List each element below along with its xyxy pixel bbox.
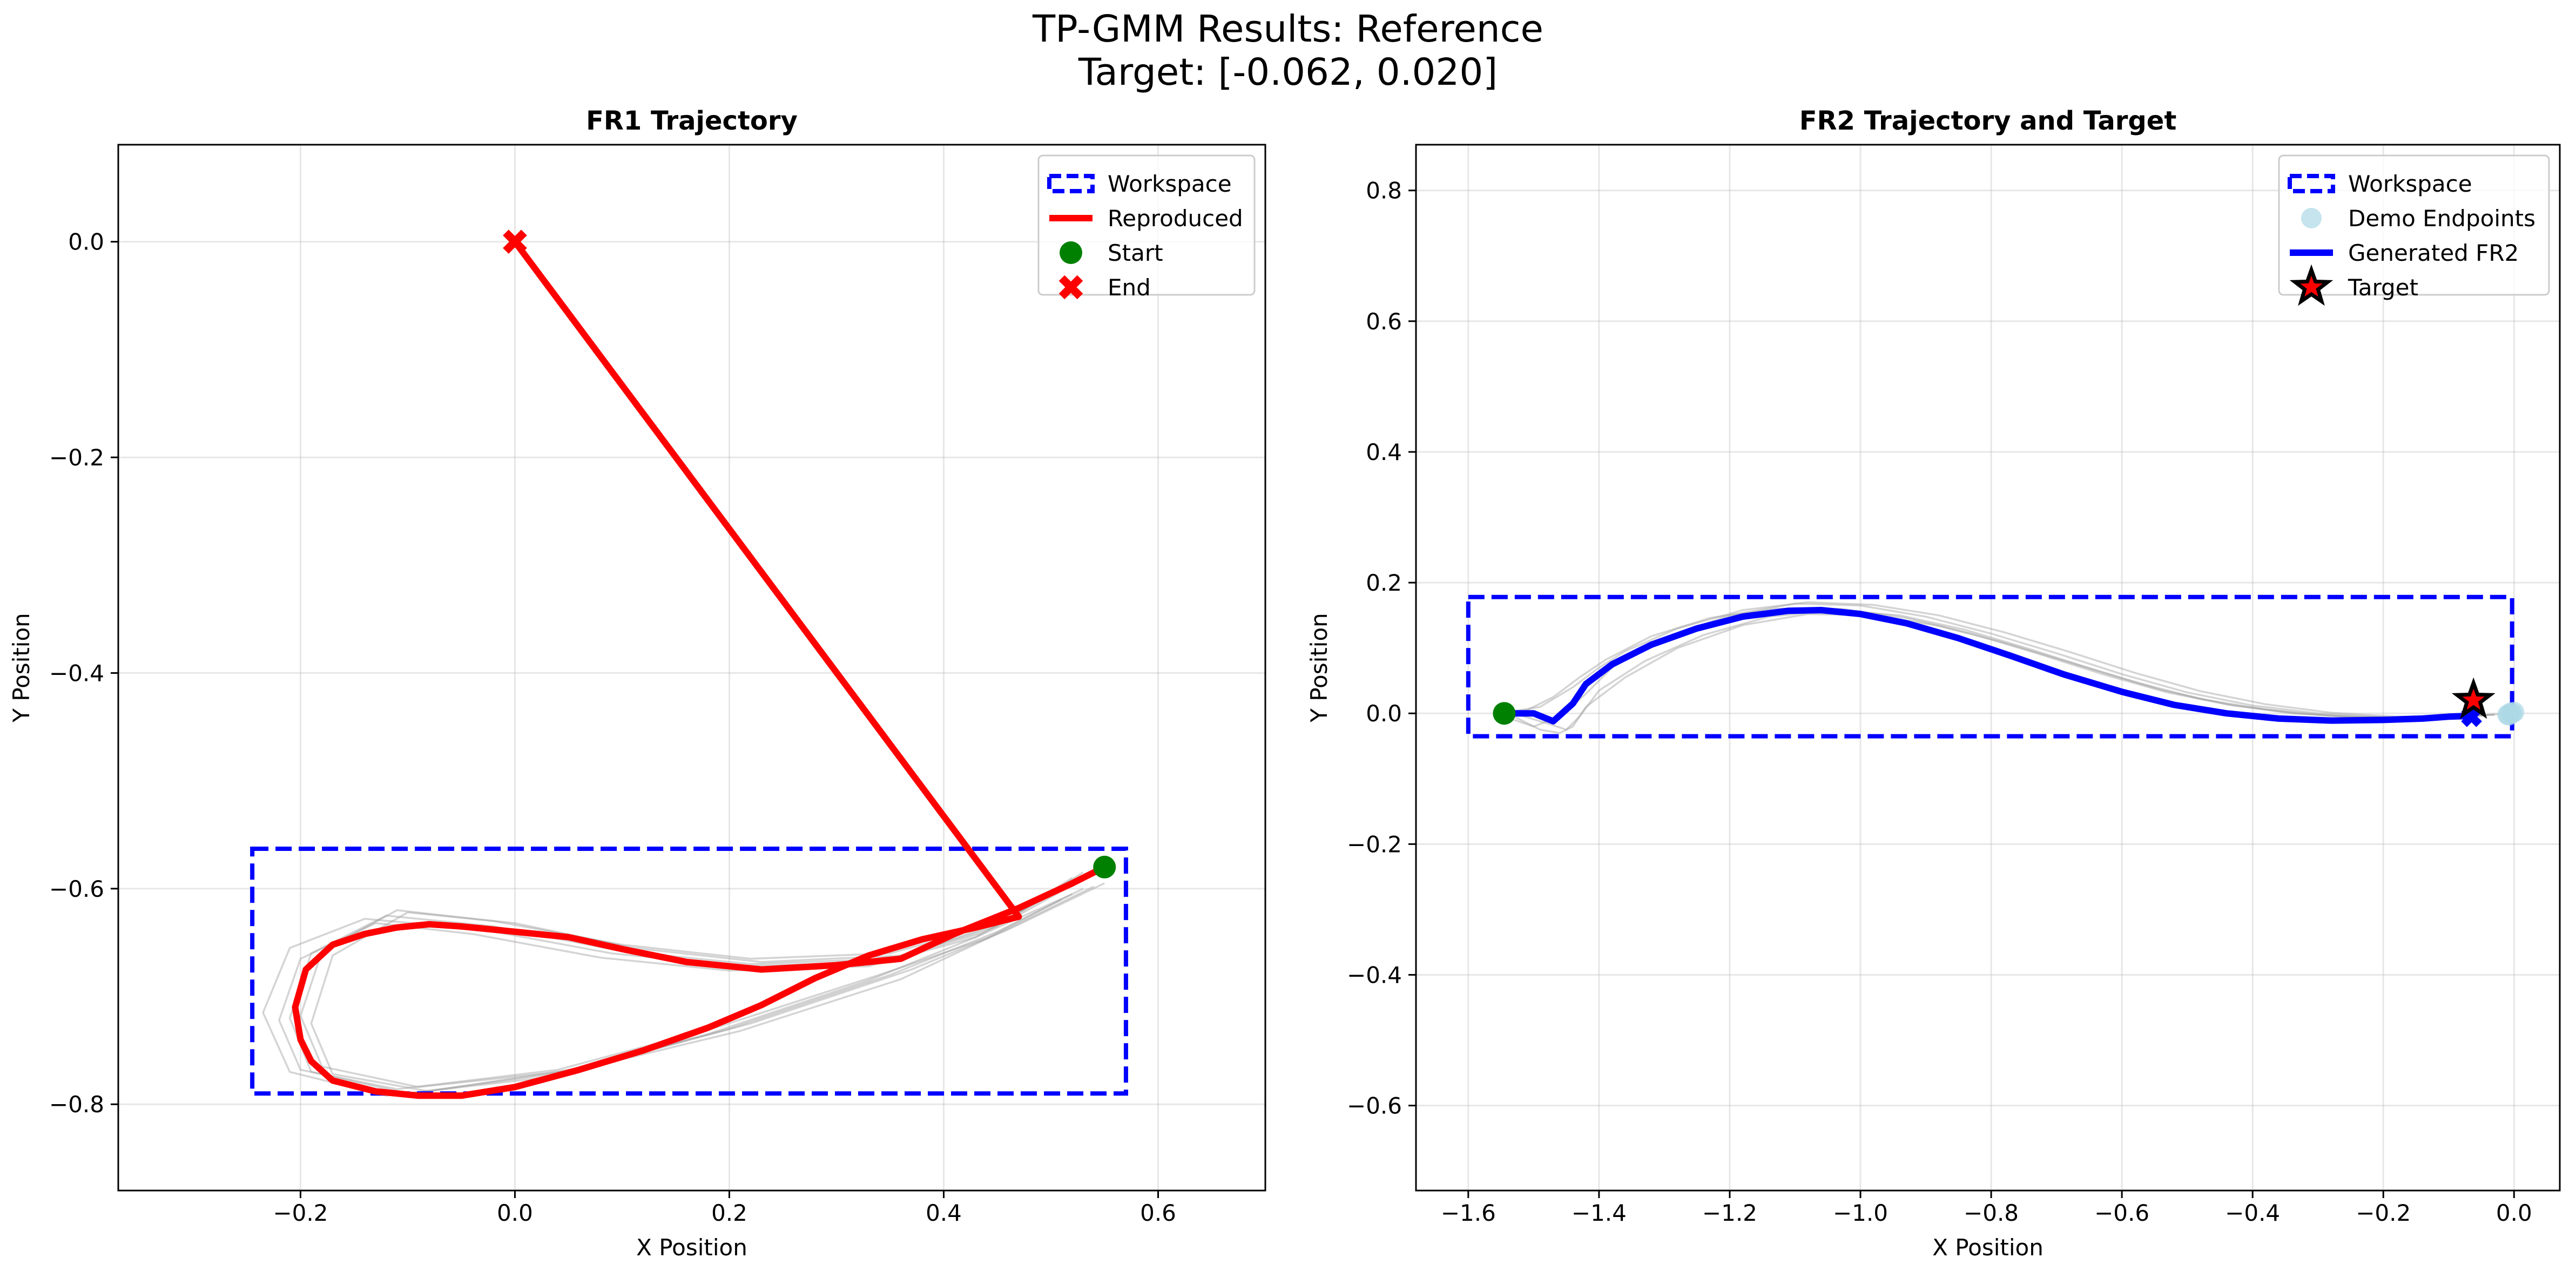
- start-marker: [1493, 702, 1516, 725]
- x-tick-label: −1.0: [1833, 1200, 1888, 1226]
- demo-trajectory: [262, 877, 1073, 1097]
- fr1-axes-title: FR1 Trajectory: [586, 106, 798, 136]
- legend-end-handle: [1058, 275, 1083, 300]
- y-tick-label: 0.0: [1366, 700, 1402, 727]
- x-marker-stroke: [503, 229, 527, 254]
- workspace-rect: [1466, 594, 2514, 739]
- legend-label-workspace: Workspace: [1108, 171, 1232, 197]
- y-tick-label: −0.8: [49, 1091, 104, 1118]
- legend-label-start: Start: [1108, 240, 1163, 266]
- fr2-axes: −1.6 −1.4 −1.2 −1.0 −0.8 −0.6 −0.4 −0.2 0.0 0.8 0.…: [1306, 106, 2561, 1261]
- axes-frame: [1415, 144, 2561, 1192]
- y-tick-label: −0.4: [1347, 962, 1402, 988]
- legend-label-demo-endpoints: Demo Endpoints: [2348, 205, 2535, 232]
- demo-trajectory: [1513, 609, 2488, 731]
- y-tick-label: 0.8: [1366, 178, 1402, 204]
- demo-trajectory: [1501, 601, 2501, 718]
- x-tick-label: −1.2: [1702, 1200, 1757, 1226]
- legend-workspace-handle: [2288, 174, 2335, 193]
- legend-label-reproduced: Reproduced: [1108, 205, 1243, 232]
- start-marker: [1093, 855, 1116, 878]
- y-tick-label: 0.0: [68, 229, 104, 255]
- legend-box: [2278, 154, 2550, 296]
- x-tick-label: 0.0: [2496, 1200, 2532, 1226]
- fr2-y-axis-label: Y Position: [1306, 613, 1332, 723]
- fr2-legend: Workspace Demo Endpoints Generated FR2 Targ…: [2278, 154, 2550, 306]
- demo-trajectory: [1494, 603, 2495, 728]
- x-marker-stroke: [1058, 275, 1083, 300]
- x-tick-label: −1.6: [1441, 1200, 1496, 1226]
- target-marker: [2451, 677, 2496, 719]
- legend-label-end: End: [1108, 274, 1151, 301]
- demo-trajectory: [1494, 607, 2495, 719]
- demo-endpoint-marker: [2497, 704, 2518, 725]
- fr2-x-axis-label: X Position: [1932, 1234, 2044, 1261]
- x-tick-label: 0.4: [926, 1200, 962, 1226]
- y-tick-label: 0.6: [1366, 308, 1402, 335]
- x-tick-label: −0.2: [273, 1200, 328, 1226]
- fr1-x-axis-label: X Position: [636, 1234, 747, 1261]
- legend-demo-endpoints-handle: [2301, 208, 2322, 228]
- legend-label-workspace: Workspace: [2348, 171, 2472, 197]
- fr1-axes: −0.2 0.0 0.2 0.4 0.6 0.0 −0.2 −0.4 −0.6 −0.8 FR1 T…: [8, 106, 1266, 1261]
- legend-workspace-handle: [1047, 174, 1095, 193]
- fr1-y-axis-label: Y Position: [8, 613, 35, 723]
- y-tick-label: −0.4: [49, 660, 104, 686]
- fr1-legend: Workspace Reproduced Start End: [1037, 154, 1256, 301]
- y-tick-label: −0.6: [49, 876, 104, 902]
- workspace-rect: [250, 846, 1128, 1096]
- figure-title-line1: TP-GMM Results: Reference: [1033, 8, 1543, 51]
- legend-label-target: Target: [2348, 274, 2418, 301]
- y-tick-label: −0.6: [1347, 1093, 1402, 1119]
- y-tick-label: −0.2: [49, 444, 104, 471]
- legend-target-handle: [2289, 264, 2334, 306]
- y-tick-label: −0.2: [1347, 831, 1402, 857]
- figure-title-line2: Target: [-0.062, 0.020]: [1078, 51, 1498, 94]
- axes-frame: [117, 144, 1266, 1192]
- demo-trajectory: [310, 866, 1105, 1093]
- x-tick-label: −0.8: [1964, 1200, 2019, 1226]
- figure-title: TP-GMM Results: Reference Target: [-0.06…: [0, 8, 2576, 94]
- y-tick-label: 0.2: [1366, 570, 1402, 596]
- x-tick-label: −1.4: [1572, 1200, 1627, 1226]
- demo-trajectory: [288, 871, 1084, 1095]
- x-tick-label: −0.4: [2225, 1200, 2280, 1226]
- x-tick-label: −0.6: [2094, 1200, 2149, 1226]
- generated-fr2-trajectory: [1501, 607, 2472, 725]
- demo-trajectory: [299, 871, 1095, 1088]
- legend-label-generated-fr2: Generated FR2: [2348, 240, 2519, 266]
- y-tick-label: 0.4: [1366, 439, 1402, 465]
- legend-start-handle: [1060, 241, 1082, 264]
- x-tick-label: 0.0: [497, 1200, 533, 1226]
- fr2-axes-title: FR2 Trajectory and Target: [1799, 106, 2177, 136]
- end-marker: [503, 229, 527, 254]
- x-tick-label: 0.2: [711, 1200, 747, 1226]
- reproduced-trajectory: [292, 238, 1108, 1099]
- x-tick-label: −0.2: [2356, 1200, 2411, 1226]
- x-tick-label: 0.6: [1140, 1200, 1176, 1226]
